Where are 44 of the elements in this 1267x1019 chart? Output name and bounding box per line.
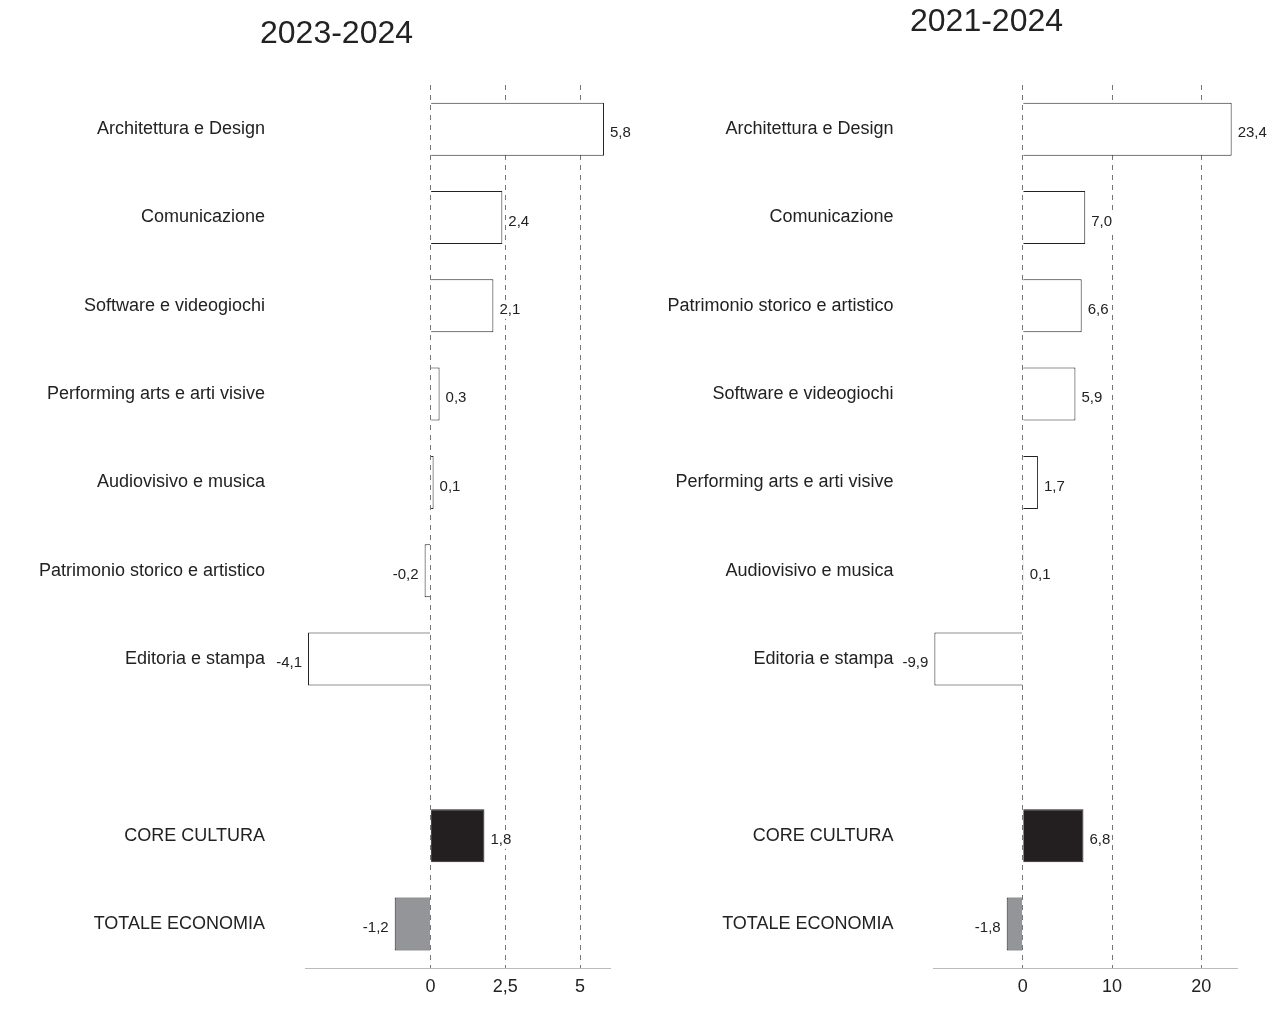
x-tick-label: 2,5 xyxy=(492,975,518,996)
y-tick-label: CORE CULTURA xyxy=(124,824,265,845)
data-label: -4,1 xyxy=(276,653,302,671)
data-label: 0,1 xyxy=(439,476,461,494)
y-tick-label: TOTALE ECONOMIA xyxy=(93,913,265,934)
y-tick-label: Software e videogiochi xyxy=(712,383,894,404)
data-label: 5,9 xyxy=(1081,388,1103,406)
y-tick-label: Architettura e Design xyxy=(725,118,894,139)
y-tick-label: Performing arts e arti visive xyxy=(675,471,894,492)
y-tick-label: Software e videogiochi xyxy=(83,294,265,315)
data-label: 2,1 xyxy=(499,299,521,317)
data-label: -9,9 xyxy=(902,653,929,671)
chart-title: 2021-2024 xyxy=(910,2,1064,39)
data-label: 5,8 xyxy=(610,123,631,141)
y-tick-label: CORE CULTURA xyxy=(752,824,894,845)
x-tick-label: 0 xyxy=(425,975,436,996)
data-label: 2,4 xyxy=(508,211,530,229)
data-label: 23,4 xyxy=(1237,123,1267,141)
y-tick-label: Audiovisivo e musica xyxy=(96,471,266,492)
y-tick-label: Patrimonio storico e artistico xyxy=(38,559,265,580)
data-label: -0,2 xyxy=(392,564,419,582)
data-label: 0,1 xyxy=(1029,564,1051,582)
y-tick-label: TOTALE ECONOMIA xyxy=(722,913,894,934)
y-tick-label: Performing arts e arti visive xyxy=(46,383,265,404)
y-tick-label: Comunicazione xyxy=(769,206,894,227)
x-tick-label: 10 xyxy=(1102,975,1123,996)
data-label: -1,8 xyxy=(974,918,1001,936)
data-label: 1,8 xyxy=(490,829,512,847)
data-label: 0,3 xyxy=(445,388,467,406)
y-tick-label: Architettura e Design xyxy=(96,118,265,139)
y-tick-label: Editoria e stampa xyxy=(124,648,266,669)
x-tick-label: 5 xyxy=(575,975,586,996)
data-label: -1,2 xyxy=(362,918,389,936)
chart-title: 2023-2024 xyxy=(260,14,414,51)
data-label: 7,0 xyxy=(1091,211,1113,229)
data-label: 1,7 xyxy=(1043,476,1065,494)
y-tick-label: Comunicazione xyxy=(140,206,265,227)
x-tick-label: 20 xyxy=(1191,975,1212,996)
x-tick-label: 0 xyxy=(1017,975,1028,996)
y-tick-label: Audiovisivo e musica xyxy=(725,559,895,580)
y-tick-label: Editoria e stampa xyxy=(753,648,895,669)
data-label: 6,8 xyxy=(1089,829,1111,847)
data-label: 6,6 xyxy=(1087,299,1109,317)
y-tick-label: Patrimonio storico e artistico xyxy=(667,294,894,315)
